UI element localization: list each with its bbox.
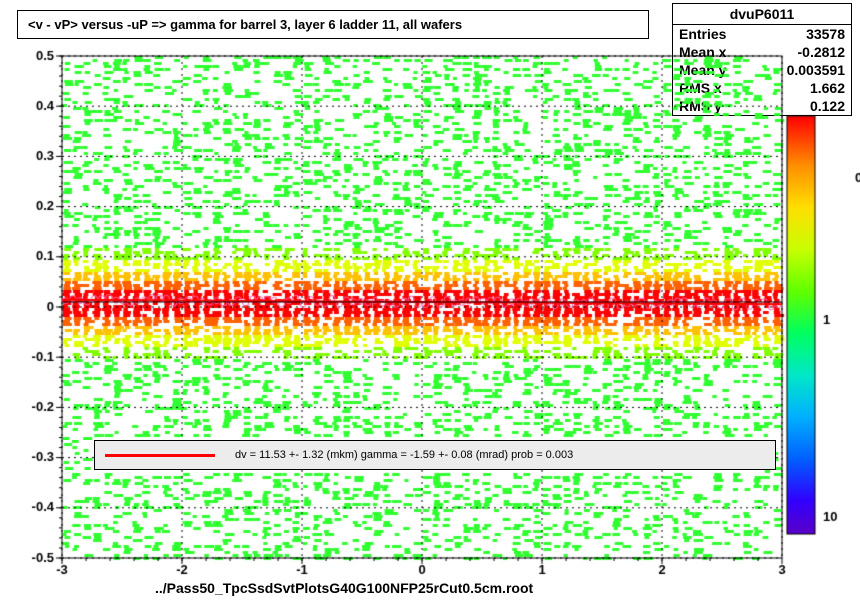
x-axis-label-text: ../Pass50_TpcSsdSvtPlotsG40G100NFP25rCut… bbox=[155, 580, 533, 596]
fit-legend-box: dv = 11.53 +- 1.32 (mkm) gamma = -1.59 +… bbox=[94, 440, 776, 470]
legend-line-marker bbox=[105, 454, 215, 457]
density-plot-canvas bbox=[0, 0, 860, 606]
fit-legend-text: dv = 11.53 +- 1.32 (mkm) gamma = -1.59 +… bbox=[235, 449, 573, 461]
x-axis-label: ../Pass50_TpcSsdSvtPlotsG40G100NFP25rCut… bbox=[155, 580, 533, 596]
